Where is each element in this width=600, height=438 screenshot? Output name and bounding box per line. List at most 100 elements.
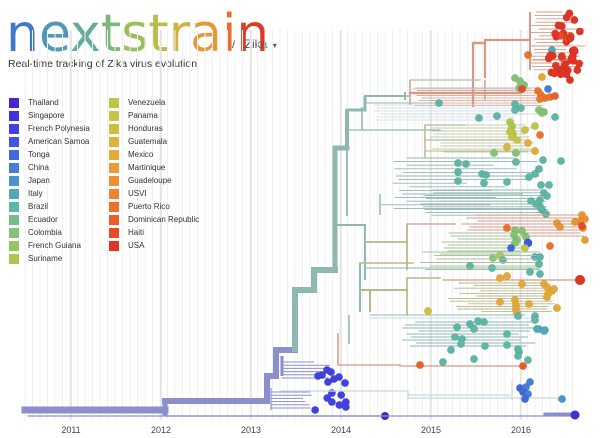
- tree-tip: [327, 388, 336, 398]
- legend-item[interactable]: American Samoa: [9, 135, 90, 148]
- axis-tick-label: 2015: [421, 425, 441, 435]
- tree-tip: [469, 324, 479, 334]
- logo-letter: s: [121, 4, 149, 64]
- legend-item[interactable]: Singapore: [9, 109, 90, 122]
- tree-tip: [537, 72, 547, 82]
- tree-tip: [544, 180, 554, 190]
- legend-label: American Samoa: [28, 137, 90, 146]
- tree-tip: [520, 394, 530, 404]
- legend-item[interactable]: Thailand: [9, 96, 90, 109]
- legend-item[interactable]: Ecuador: [9, 213, 90, 226]
- logo-letter: n: [6, 4, 39, 64]
- legend-item[interactable]: Dominican Republic: [109, 213, 199, 226]
- legend-item[interactable]: Colombia: [9, 226, 90, 239]
- tree-tip: [517, 84, 527, 94]
- legend-item[interactable]: Tonga: [9, 148, 90, 161]
- tree-tip: [513, 351, 523, 361]
- legend-swatch: [9, 110, 19, 121]
- nextstrain-logo[interactable]: nextstrain: [6, 8, 269, 60]
- tree-tip: [542, 191, 552, 201]
- tree-tip: [538, 155, 548, 165]
- tree-tip: [565, 75, 575, 85]
- tree-tip: [542, 292, 552, 302]
- tree-tip: [557, 394, 567, 404]
- axis-tick-label: 2014: [331, 425, 351, 435]
- legend-swatch: [9, 253, 19, 264]
- tree-tip: [536, 180, 546, 190]
- legend-label: Venezuela: [128, 98, 166, 107]
- tree-tip: [510, 105, 520, 115]
- legend-item[interactable]: Italy: [9, 187, 90, 200]
- tree-tip: [577, 221, 587, 231]
- legend-item[interactable]: French Polynesia: [9, 122, 90, 135]
- tree-tip: [502, 271, 512, 281]
- legend-swatch: [9, 188, 19, 199]
- tree-tip: [557, 52, 566, 61]
- legend-swatch: [9, 240, 19, 251]
- tree-tip: [469, 354, 479, 364]
- legend-item[interactable]: Martinique: [109, 161, 199, 174]
- legend-item[interactable]: Haiti: [109, 226, 199, 239]
- legend-swatch: [109, 240, 119, 251]
- legend-item[interactable]: USA: [109, 239, 199, 252]
- legend-item[interactable]: Japan: [9, 174, 90, 187]
- legend-item[interactable]: USVI: [109, 187, 199, 200]
- tree-tip: [539, 326, 549, 336]
- tree-tip: [570, 410, 580, 420]
- legend-swatch: [9, 201, 19, 212]
- tree-tip: [575, 27, 584, 36]
- legend-label: Honduras: [128, 124, 163, 133]
- tree-tip: [474, 113, 484, 123]
- legend-label: Guadeloupe: [128, 176, 172, 185]
- legend-item[interactable]: Puerto Rico: [109, 200, 199, 213]
- legend-item[interactable]: Guatemala: [109, 135, 199, 148]
- legend-label: USVI: [128, 189, 147, 198]
- legend-item[interactable]: China: [9, 161, 90, 174]
- tree-tip: [453, 167, 463, 177]
- legend-label: Tonga: [28, 150, 50, 159]
- tree-tip: [549, 284, 559, 294]
- legend-swatch: [109, 227, 119, 238]
- tree-tip: [327, 397, 336, 407]
- legend-item[interactable]: French Guiana: [9, 239, 90, 252]
- logo-letter: t: [148, 4, 169, 64]
- tree-tip: [452, 322, 462, 332]
- legend-item[interactable]: Venezuela: [109, 96, 199, 109]
- tree-tip: [555, 222, 565, 232]
- tree-tip: [502, 329, 512, 339]
- tree-tip: [323, 377, 333, 387]
- tree-tip: [502, 142, 512, 152]
- legend-swatch: [109, 123, 119, 134]
- tree-tip: [520, 243, 530, 253]
- legend-item[interactable]: Brazil: [9, 200, 90, 213]
- legend-label: Puerto Rico: [128, 202, 170, 211]
- tree-tip: [550, 112, 560, 122]
- legend-item[interactable]: Suriname: [9, 252, 90, 265]
- tree-tip: [498, 255, 508, 265]
- logo-letter: n: [236, 4, 270, 64]
- legend-label: Haiti: [128, 228, 145, 237]
- legend-item[interactable]: Mexico: [109, 148, 199, 161]
- legend-label: Ecuador: [28, 215, 58, 224]
- tree-tip: [567, 54, 576, 63]
- tree-tip: [570, 217, 580, 227]
- tree-tip: [536, 203, 546, 213]
- legend-item[interactable]: Panama: [109, 109, 199, 122]
- legend-item[interactable]: Guadeloupe: [109, 174, 199, 187]
- tree-tip: [523, 138, 533, 148]
- legend-swatch: [109, 149, 119, 160]
- tree-tip: [326, 367, 336, 377]
- tree-tip: [526, 196, 536, 206]
- tree-tip: [479, 317, 489, 327]
- tree-tip: [535, 130, 545, 140]
- tree-tip: [552, 303, 562, 313]
- tree-tip: [518, 361, 528, 371]
- tree-tip: [520, 125, 530, 135]
- legend-swatch: [109, 201, 119, 212]
- tree-tip: [511, 157, 521, 167]
- tree-tip: [506, 243, 516, 253]
- logo-letter: a: [190, 4, 222, 64]
- legend-swatch: [109, 162, 119, 173]
- legend-item[interactable]: Honduras: [109, 122, 199, 135]
- tree-tip: [550, 91, 560, 101]
